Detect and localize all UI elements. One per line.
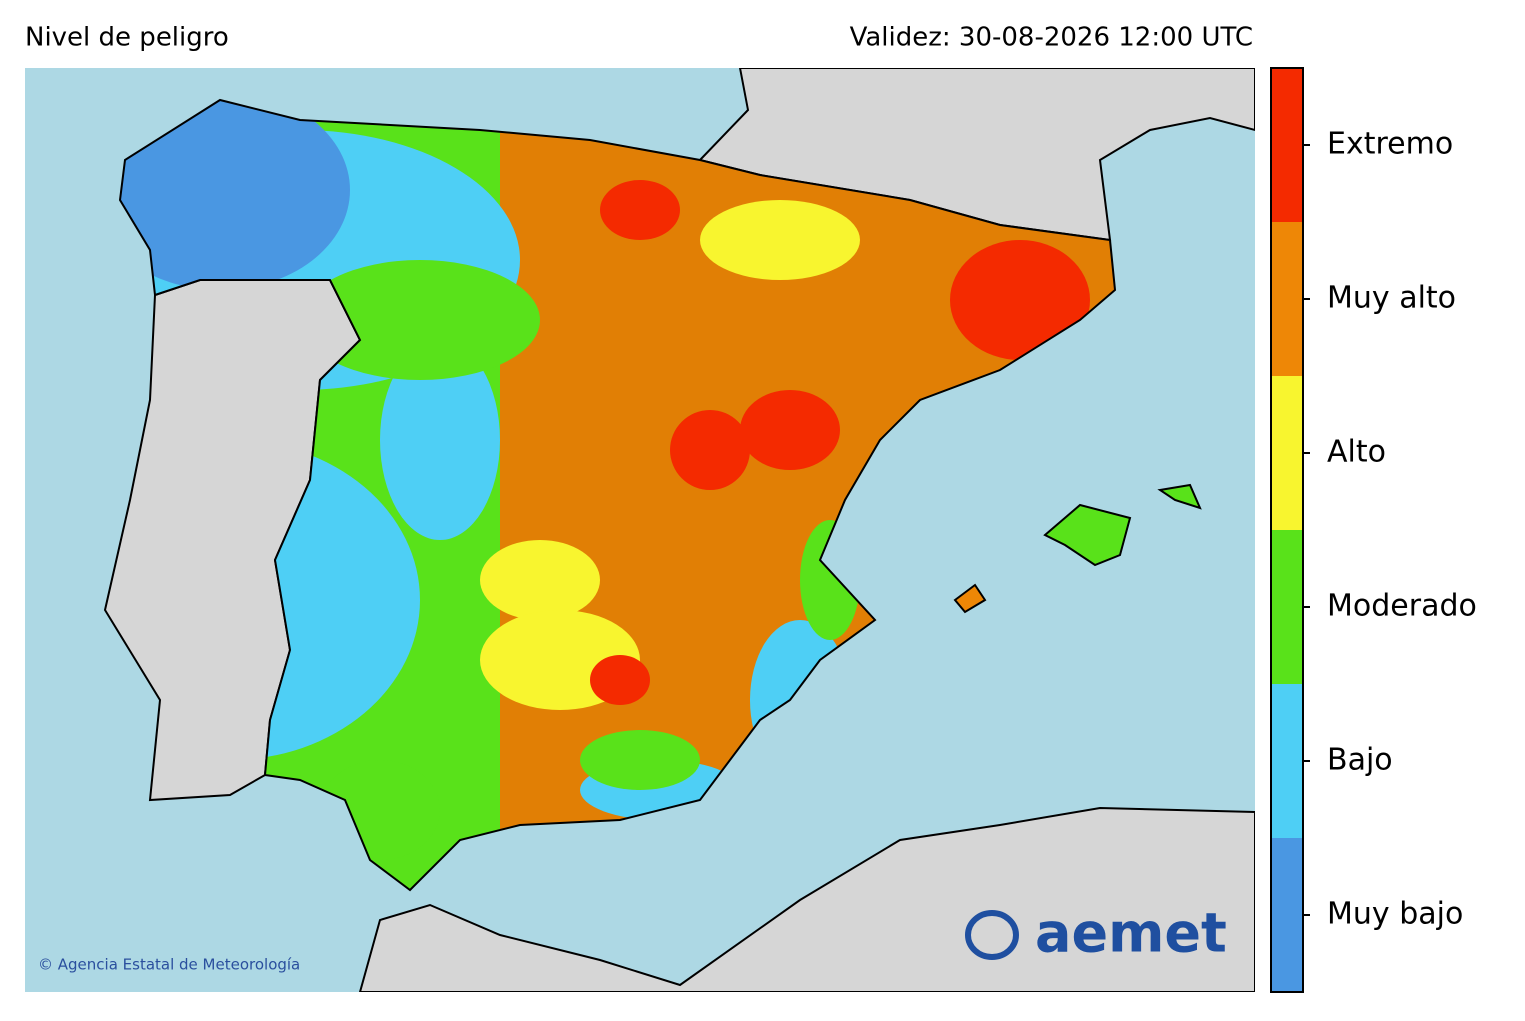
- mallorca: [1043, 503, 1132, 567]
- colorbar: Muy bajo Bajo Moderado Alto Muy alto Extremo: [1270, 67, 1477, 993]
- colorbar-segment: [1271, 68, 1303, 222]
- africa: [358, 806, 1255, 992]
- colorbar-segment: [1271, 222, 1303, 376]
- colorbar-label: Bajo: [1327, 743, 1393, 778]
- colorbar-label: Moderado: [1327, 589, 1477, 624]
- map-title: Nivel de peligro: [25, 23, 229, 53]
- ibiza: [953, 583, 987, 614]
- colorbar-segment: [1271, 838, 1303, 992]
- map: © Agencia Estatal de Meteorología aemet: [25, 68, 1255, 992]
- colorbar-label: Muy bajo: [1327, 897, 1463, 932]
- menorca: [1157, 483, 1202, 510]
- validity: Validez: 30-08-2026 12:00 UTC: [850, 23, 1253, 53]
- colorbar-frame: [1270, 67, 1304, 993]
- colorbar-label: Extremo: [1327, 127, 1453, 162]
- logo: aemet: [965, 902, 1227, 965]
- colorbar-segment: [1271, 530, 1303, 684]
- logo-text: aemet: [1035, 902, 1227, 965]
- colorbar-label: Alto: [1327, 435, 1386, 470]
- spain-outline: [118, 98, 1117, 892]
- colorbar-segment: [1271, 376, 1303, 530]
- colorbar-label: Muy alto: [1327, 281, 1456, 316]
- colorbar-segment: [1271, 684, 1303, 838]
- credit: © Agencia Estatal de Meteorología: [38, 956, 300, 974]
